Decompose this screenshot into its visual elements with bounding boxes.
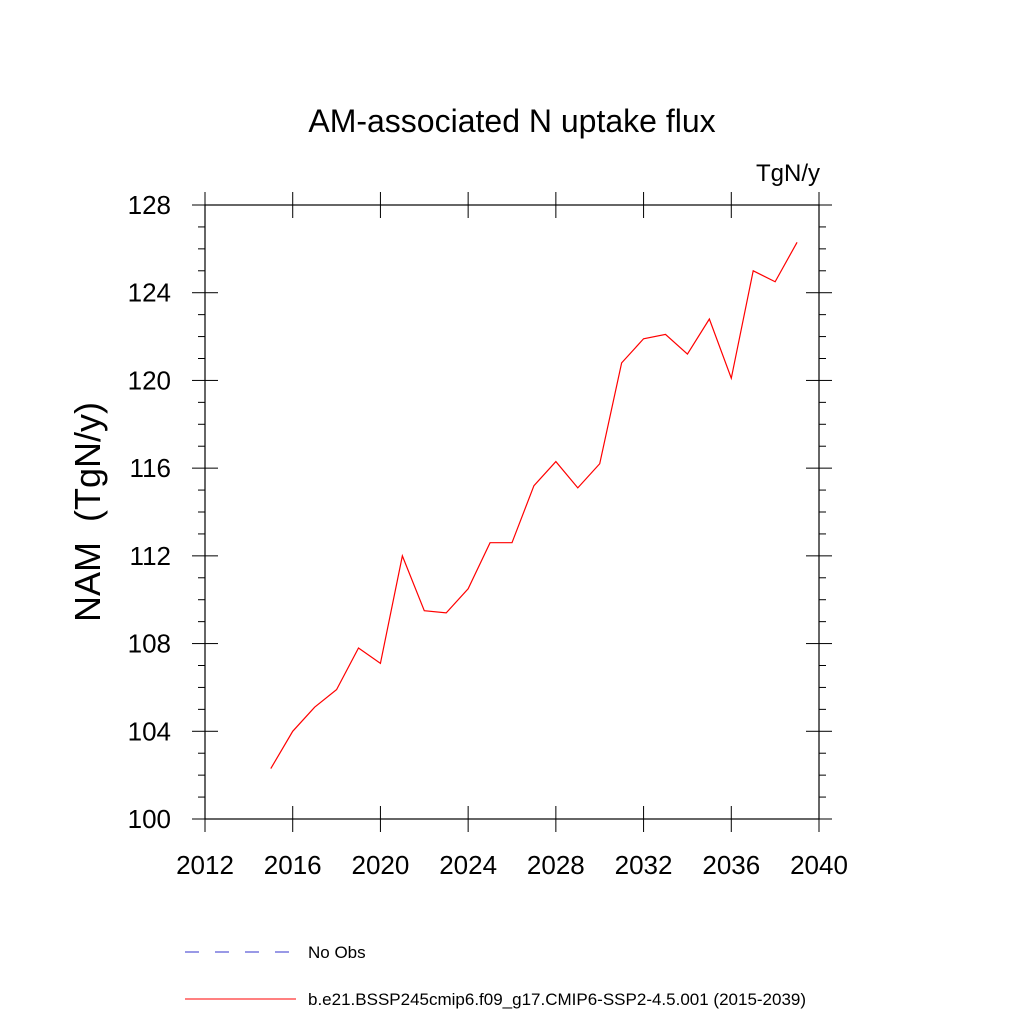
chart-title: AM-associated N uptake flux (308, 103, 715, 139)
x-tick-label: 2016 (264, 850, 322, 880)
y-tick-label: 124 (128, 278, 171, 308)
axes-ticks: 2012 2016 2020 2024 2028 2032 2036 2040 100 104 10… (128, 190, 848, 880)
legend-label: No Obs (308, 943, 366, 962)
y-axis-label: NAM (TgN/y) (67, 402, 108, 622)
series-line (270, 241, 798, 769)
units-label: TgN/y (756, 160, 820, 187)
series-layer (270, 241, 798, 769)
y-tick-label: 112 (130, 541, 171, 571)
x-tick-label: 2012 (176, 850, 234, 880)
legend: No Obs b.e21.BSSP245cmip6.f09_g17.CMIP6-S… (185, 943, 806, 1009)
y-tick-label: 108 (128, 629, 171, 659)
y-tick-label: 120 (128, 365, 171, 395)
legend-label: b.e21.BSSP245cmip6.f09_g17.CMIP6-SSP2-4.… (308, 990, 806, 1009)
y-tick-label: 116 (130, 453, 171, 483)
x-tick-label: 2024 (439, 850, 497, 880)
x-tick-label: 2020 (352, 850, 410, 880)
y-tick-label: 100 (128, 804, 171, 834)
x-tick-label: 2028 (527, 850, 585, 880)
x-tick-label: 2036 (702, 850, 760, 880)
y-tick-label: 104 (128, 716, 171, 746)
y-tick-label: 128 (128, 190, 171, 220)
x-tick-label: 2040 (790, 850, 848, 880)
x-tick-label: 2032 (615, 850, 673, 880)
